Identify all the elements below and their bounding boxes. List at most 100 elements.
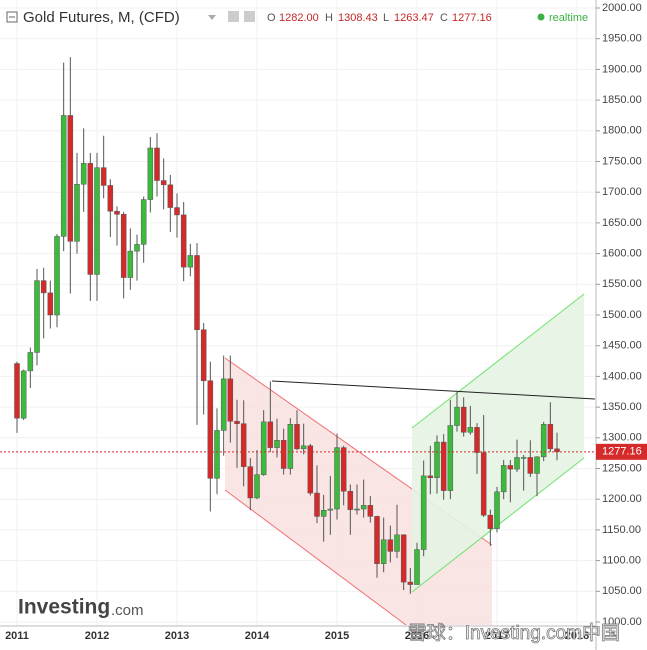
candle-body	[154, 147, 160, 181]
candle-body	[487, 514, 494, 529]
candle-body	[520, 457, 527, 459]
brand: Investing	[18, 596, 110, 619]
candle-body	[294, 424, 300, 450]
x-tick-label: 2018	[565, 630, 589, 642]
candle-body	[474, 427, 480, 453]
x-tick-label: 2017	[485, 630, 509, 642]
candle-body	[327, 508, 334, 511]
open-value: 1282.00	[279, 12, 319, 24]
candle-body	[500, 465, 507, 493]
candle-body	[374, 516, 380, 564]
candle-body	[394, 534, 400, 552]
y-tick-label: 1750.00	[602, 155, 642, 167]
candle-body	[260, 421, 267, 475]
candle-body	[234, 420, 240, 424]
candle-body	[274, 440, 280, 448]
y-tick-label: 1550.00	[602, 278, 642, 290]
candle-body	[100, 167, 107, 186]
y-tick-label: 1200.00	[602, 493, 642, 505]
y-tick-label: 1100.00	[602, 555, 641, 567]
icon-settings[interactable]	[228, 11, 239, 22]
candle-body	[540, 424, 547, 458]
candle-body	[460, 406, 467, 433]
candle-body	[220, 378, 227, 431]
candle-body	[54, 236, 60, 316]
candle-body	[340, 447, 347, 492]
up-channel-fill	[412, 294, 584, 592]
x-tick-label: 2014	[245, 630, 270, 642]
last-price-label: 1277.16	[602, 446, 642, 458]
candle-body	[307, 445, 314, 494]
status: realtime	[549, 12, 588, 24]
candle-body	[134, 244, 140, 252]
candle-body	[420, 475, 427, 550]
candle-body	[314, 492, 320, 517]
y-tick-label: 1800.00	[602, 125, 642, 137]
candle-body	[240, 423, 247, 467]
icon-eye[interactable]	[244, 11, 255, 22]
y-tick-label: 2000.00	[602, 2, 642, 14]
candle-body	[147, 147, 154, 200]
low-key: L	[383, 12, 389, 24]
chart-title: Gold Futures, M, (CFD)	[23, 9, 180, 26]
candle-body	[87, 163, 94, 275]
y-tick-label: 1900.00	[602, 63, 642, 75]
candle-body	[414, 549, 420, 585]
candle-body	[47, 292, 54, 316]
y-tick-label: 1450.00	[602, 340, 642, 352]
candle-body	[287, 424, 294, 469]
candle-body	[27, 352, 34, 372]
candle-body	[174, 207, 180, 216]
candle-body	[140, 199, 147, 245]
y-tick-label: 1500.00	[602, 309, 642, 321]
candle-body	[20, 370, 27, 419]
candle-body	[427, 475, 434, 478]
close-value: 1277.16	[452, 12, 492, 24]
candle-body	[34, 280, 40, 353]
collapse-icon[interactable]	[6, 11, 18, 23]
candle-body	[334, 447, 340, 510]
x-tick-label: 2012	[85, 630, 109, 642]
candle-body	[280, 440, 287, 469]
candle-body	[347, 490, 354, 510]
up-channel-upper	[411, 293, 585, 429]
candle-body	[447, 425, 454, 491]
candle-body	[60, 115, 67, 237]
candle-body	[200, 329, 207, 381]
dropdown-arrow[interactable]	[208, 15, 216, 20]
y-tick-label: 1400.00	[602, 370, 642, 382]
candle-body	[40, 280, 47, 294]
y-tick-label: 1000.00	[602, 616, 642, 628]
candle-body	[440, 441, 447, 491]
candle-body	[454, 406, 460, 426]
y-tick-label: 1850.00	[602, 94, 642, 106]
candle-body	[354, 508, 360, 511]
candle-body	[94, 167, 100, 275]
candle-body	[547, 424, 554, 450]
candle-body	[167, 184, 174, 208]
candle-body	[267, 421, 274, 448]
y-tick-label: 1600.00	[602, 248, 642, 260]
candle-body	[320, 510, 327, 517]
candle-body	[187, 255, 194, 268]
candle-body	[107, 185, 114, 212]
trend-line	[271, 380, 596, 400]
candle-body	[387, 539, 394, 552]
candle-body	[127, 250, 134, 278]
low-value: 1263.47	[394, 12, 434, 24]
status-dot	[537, 13, 545, 21]
x-tick-label: 2016	[405, 630, 429, 642]
candle-body	[434, 441, 440, 478]
down-channel-lower	[224, 489, 407, 626]
candle-body	[527, 457, 534, 474]
candle-body	[247, 466, 254, 499]
candle-body	[160, 180, 167, 186]
candle-body	[180, 214, 187, 268]
x-tick-label: 2011	[5, 630, 29, 642]
candle-body	[407, 581, 414, 585]
candle-body	[80, 163, 87, 185]
brand-suffix: .com	[111, 602, 144, 619]
